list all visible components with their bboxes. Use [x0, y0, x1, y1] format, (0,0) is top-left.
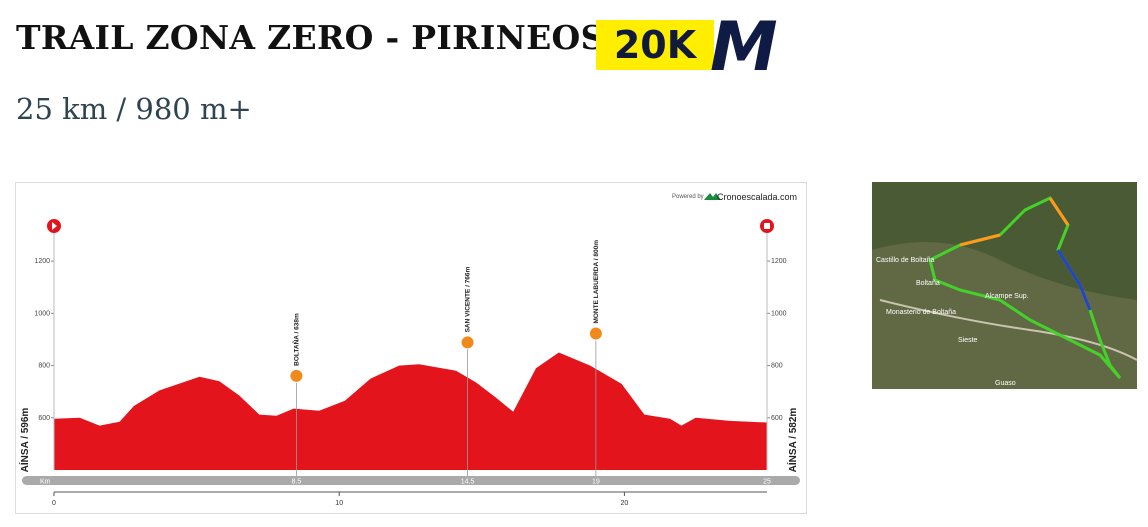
map-label: Boltaña [916, 280, 940, 287]
map-route [928, 196, 1122, 379]
waypoint-marker [588, 326, 603, 341]
map-label: Monasterio de Boltaña [886, 309, 956, 316]
map-label: Castillo de Boltaña [876, 257, 934, 264]
brand: Cronoescalada.com [717, 192, 797, 202]
brand-icon [704, 193, 721, 200]
map-route-descent [1056, 249, 1092, 311]
powered-by: Powered by [672, 194, 704, 200]
post-label: AÍNSA / 596m [18, 408, 31, 473]
y-tick-label: 600 [38, 415, 50, 422]
finish-flag [764, 223, 770, 229]
y-tick-label-right: 600 [771, 415, 783, 422]
logo: 20K M [596, 8, 786, 87]
y-tick-label-right: 1200 [771, 258, 787, 265]
waypoint-marker [460, 335, 475, 350]
km-bar [22, 476, 800, 485]
map: Castillo de Boltaña Boltaña Alcampe Sup. Mo… [872, 182, 1138, 389]
subtitle: 25 km / 980 m+ [16, 92, 252, 126]
y-tick-label: 800 [38, 363, 50, 370]
map-label: Guaso [995, 380, 1016, 387]
page-title: TRAIL ZONA ZERO - PIRINEOS [16, 18, 605, 57]
map-route-climb [959, 197, 1070, 247]
waypoint-label: MONTE LABUERDA / 800m [593, 240, 600, 324]
waypoint-label: SAN VICENTE / 766m [465, 266, 472, 332]
map-terrain [872, 242, 1137, 389]
km-bar-value: 14.5 [461, 479, 475, 486]
elevation-area [54, 352, 767, 470]
waypoint-marker [289, 368, 304, 383]
map-label: Sieste [958, 337, 978, 344]
km-bar-value: 19 [592, 479, 600, 486]
start-arrow [52, 222, 57, 230]
map-label: Alcampe Sup. [985, 293, 1029, 300]
x-tick-label: 10 [335, 500, 343, 507]
post-label: AÍNSA / 582m [786, 408, 799, 473]
map-road [879, 299, 1138, 361]
logo-mark: M [710, 8, 778, 87]
km-bar-label: Km [40, 479, 51, 486]
km-bar-value: 25 [763, 479, 771, 486]
y-tick-label: 1200 [34, 258, 50, 265]
x-tick-label: 20 [621, 500, 629, 507]
y-tick-label: 1000 [34, 310, 50, 317]
logo-text: 20K [596, 20, 714, 70]
km-bar-value: 8.5 [292, 479, 302, 486]
y-tick-label-right: 1000 [771, 310, 787, 317]
y-tick-label-right: 800 [771, 363, 783, 370]
waypoint-label: BOLTAÑA / 638m [291, 313, 300, 366]
x-tick-label: 0 [52, 500, 56, 507]
